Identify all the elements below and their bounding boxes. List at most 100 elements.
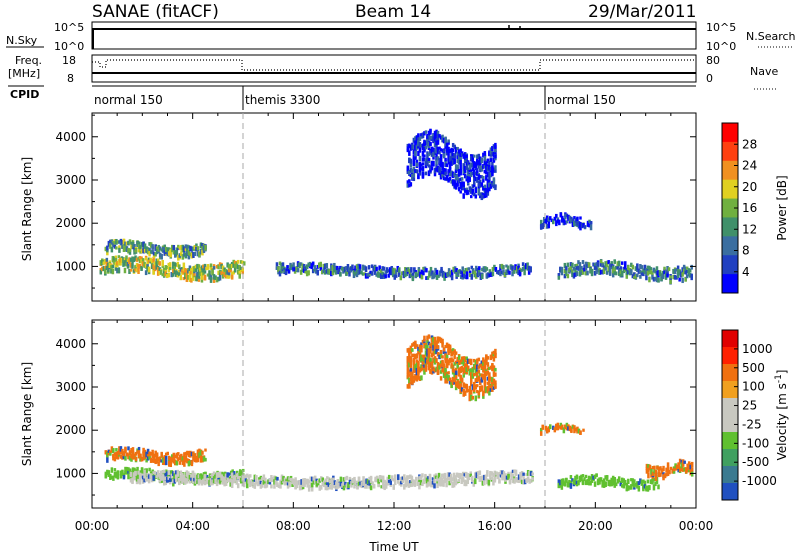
velocity-data-cell [608,482,612,487]
power-data-cell [424,162,428,169]
power-data-cell [672,274,675,280]
velocity-data-cell [462,370,465,375]
power-data-cell [442,137,446,142]
power-data-cell [441,270,445,277]
velocity-data-cell [440,473,444,478]
power-data-cell [197,275,201,279]
velocity-data-cell [259,475,263,480]
power-ylabel: Slant Range [km] [20,157,34,261]
velocity-data-cell [565,422,569,428]
power-data-cell [443,275,446,281]
velocity-data-cell [486,381,490,385]
velocity-data-cell [492,366,496,372]
power-data-cell [582,223,585,228]
power-data-cell [230,263,234,269]
velocity-data-cell [128,451,132,456]
power-data-cell [636,263,639,267]
velocity-data-cell [423,335,426,342]
velocity-data-cell [169,462,173,468]
power-data-cell [503,272,507,278]
power-data-cell [441,170,444,177]
velocity-data-cell [437,472,441,479]
velocity-data-cell [344,476,347,481]
velocity-data-cell [647,464,650,468]
power-data-cell [233,263,237,269]
velocity-data-cell [525,477,528,482]
power-data-cell [494,149,497,153]
power-data-cell [679,271,683,278]
velocity-data-cell [164,476,167,481]
power-data-cell [435,138,438,143]
velocity-data-cell [246,482,249,489]
power-data-cell [107,262,110,268]
velocity-data-cell [182,478,186,483]
power-data-cell [505,264,508,268]
velocity-data-cell [424,350,428,356]
power-data-cell [482,268,486,273]
power-data-cell [152,264,155,271]
velocity-data-cell [479,363,482,368]
velocity-data-cell [204,448,207,452]
velocity-data-cell [473,358,476,363]
power-data-cell [169,262,172,266]
power-data-cell [628,270,632,276]
power-data-cell [426,151,429,157]
power-data-cell [473,176,476,182]
velocity-data-cell [558,425,561,429]
velocity-xtick-label: 08:00 [276,519,311,533]
velocity-data-cell [633,483,636,488]
velocity-data-cell [204,471,207,476]
velocity-data-cell [622,478,626,483]
power-data-cell [642,270,645,277]
velocity-data-cell [354,480,358,486]
velocity-data-cell [442,473,445,478]
power-data-cell [611,268,615,274]
power-data-cell [485,168,488,174]
power-data-cell [474,194,478,199]
velocity-data-cell [465,363,468,370]
velocity-data-cell [587,475,591,481]
velocity-data-cell [650,468,653,475]
velocity-data-cell [200,474,204,480]
power-data-cell [657,270,660,276]
power-data-cell [190,246,194,252]
power-data-cell [131,256,134,262]
velocity-data-cell [501,472,504,477]
velocity-data-cell [579,430,582,435]
power-data-cell [630,268,633,275]
velocity-data-cell [456,360,459,365]
velocity-data-cell [556,422,560,427]
velocity-data-cell [460,473,463,477]
power-data-cell [483,184,487,189]
velocity-data-cell [241,474,244,480]
power-data-cell [201,246,204,250]
velocity-data-cell [418,476,421,480]
power-data-cell [155,248,159,255]
power-data-cell [203,263,207,268]
power-data-cell [636,264,639,271]
power-data-cell [417,144,420,149]
velocity-data-cell [244,478,248,482]
power-data-cell [218,269,222,274]
power-data-cell [583,264,586,269]
power-data-cell [378,272,381,278]
power-data-cell [230,261,234,266]
velocity-data-cell [459,359,462,365]
velocity-data-cell [236,483,240,489]
power-data-cell [382,266,386,271]
velocity-data-cell [406,372,410,377]
velocity-data-cell [301,478,305,484]
power-data-cell [499,264,502,268]
velocity-data-cell [444,344,447,349]
velocity-data-cell [461,471,465,476]
velocity-data-cell [684,467,688,472]
power-data-cell [390,270,393,276]
velocity-data-cell [149,473,152,479]
velocity-data-cell [427,476,430,480]
velocity-data-cell [448,472,451,477]
power-data-cell [307,270,310,276]
power-data-cell [468,176,471,181]
velocity-data-cell [589,476,592,480]
velocity-data-cell [686,467,689,473]
plot-title: SANAE (fitACF) [92,2,219,22]
